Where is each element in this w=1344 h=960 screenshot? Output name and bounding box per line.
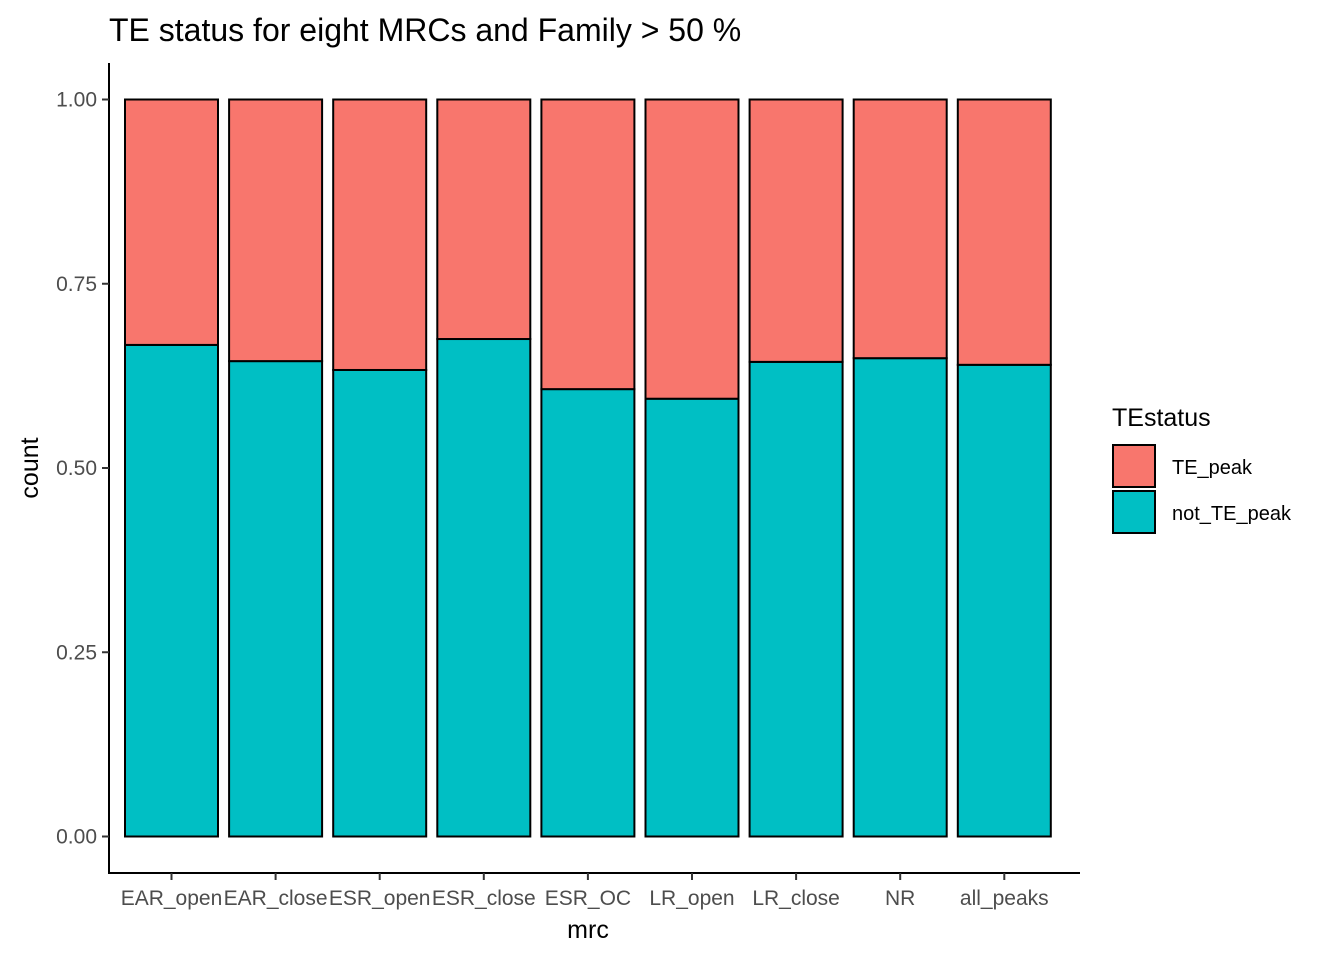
bar-te-peak	[748, 98, 844, 363]
y-tick-label: 0.75	[56, 273, 97, 296]
chart-title: TE status for eight MRCs and Family > 50…	[109, 12, 741, 48]
x-ticks-group: EAR_open EAR_close ESR_open ESR_close ESR_OC…	[121, 873, 1049, 910]
legend-label: TE_peak	[1172, 457, 1253, 479]
bar-te-peak	[436, 98, 532, 341]
y-tick-label: 0.00	[56, 826, 97, 849]
y-axis-title: count	[16, 437, 44, 498]
bar-te-peak	[228, 98, 324, 363]
y-tick-label: 0.25	[56, 641, 97, 664]
x-tick-label: ESR_OC	[545, 887, 631, 910]
bar-te-peak	[124, 98, 219, 346]
bar-te-peak	[956, 98, 1052, 366]
legend-key	[1112, 444, 1156, 488]
bar-not-te-peak	[332, 368, 428, 838]
legend-title: TEstatus	[1112, 404, 1211, 432]
x-tick-label: EAR_close	[224, 887, 328, 910]
x-tick-label: LR_close	[752, 887, 840, 910]
x-tick-label: NR	[885, 887, 915, 910]
x-tick-label: LR_open	[649, 887, 734, 910]
y-tick-label: 0.50	[56, 457, 97, 480]
bar-te-peak	[540, 98, 636, 391]
bar-te-peak	[852, 98, 948, 360]
x-tick-label: ESR_open	[329, 887, 431, 910]
legend: TEstatus TE_peak not_TE_peak	[1112, 404, 1292, 534]
x-tick-label: all_peaks	[960, 887, 1049, 910]
bar-te-peak	[332, 98, 428, 371]
legend-key	[1112, 490, 1156, 534]
legend-label: not_TE_peak	[1172, 503, 1292, 525]
bar-not-te-peak	[124, 343, 219, 838]
bar-te-peak	[644, 98, 740, 400]
bar-not-te-peak	[956, 363, 1052, 838]
bars-group	[124, 98, 1052, 838]
bar-not-te-peak	[644, 397, 740, 838]
y-ticks-group: 0.00 0.25 0.50 0.75 1.00	[56, 89, 109, 849]
y-tick-label: 1.00	[56, 89, 97, 112]
bar-not-te-peak	[540, 388, 636, 838]
bar-not-te-peak	[852, 357, 948, 838]
bar-not-te-peak	[436, 338, 532, 838]
x-tick-label: EAR_open	[121, 887, 223, 910]
bar-not-te-peak	[748, 360, 844, 838]
bar-not-te-peak	[228, 360, 324, 838]
x-tick-label: ESR_close	[432, 887, 536, 910]
x-axis-title: mrc	[567, 916, 609, 944]
